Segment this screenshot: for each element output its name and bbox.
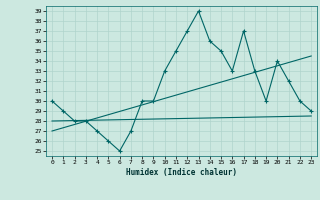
X-axis label: Humidex (Indice chaleur): Humidex (Indice chaleur) — [126, 168, 237, 177]
